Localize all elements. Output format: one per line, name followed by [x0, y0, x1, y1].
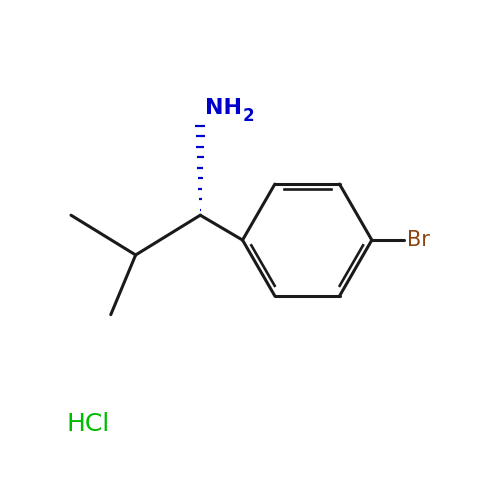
- Text: HCl: HCl: [66, 412, 110, 436]
- Text: Br: Br: [406, 230, 430, 250]
- Text: NH: NH: [206, 98, 242, 118]
- Text: 2: 2: [242, 107, 254, 124]
